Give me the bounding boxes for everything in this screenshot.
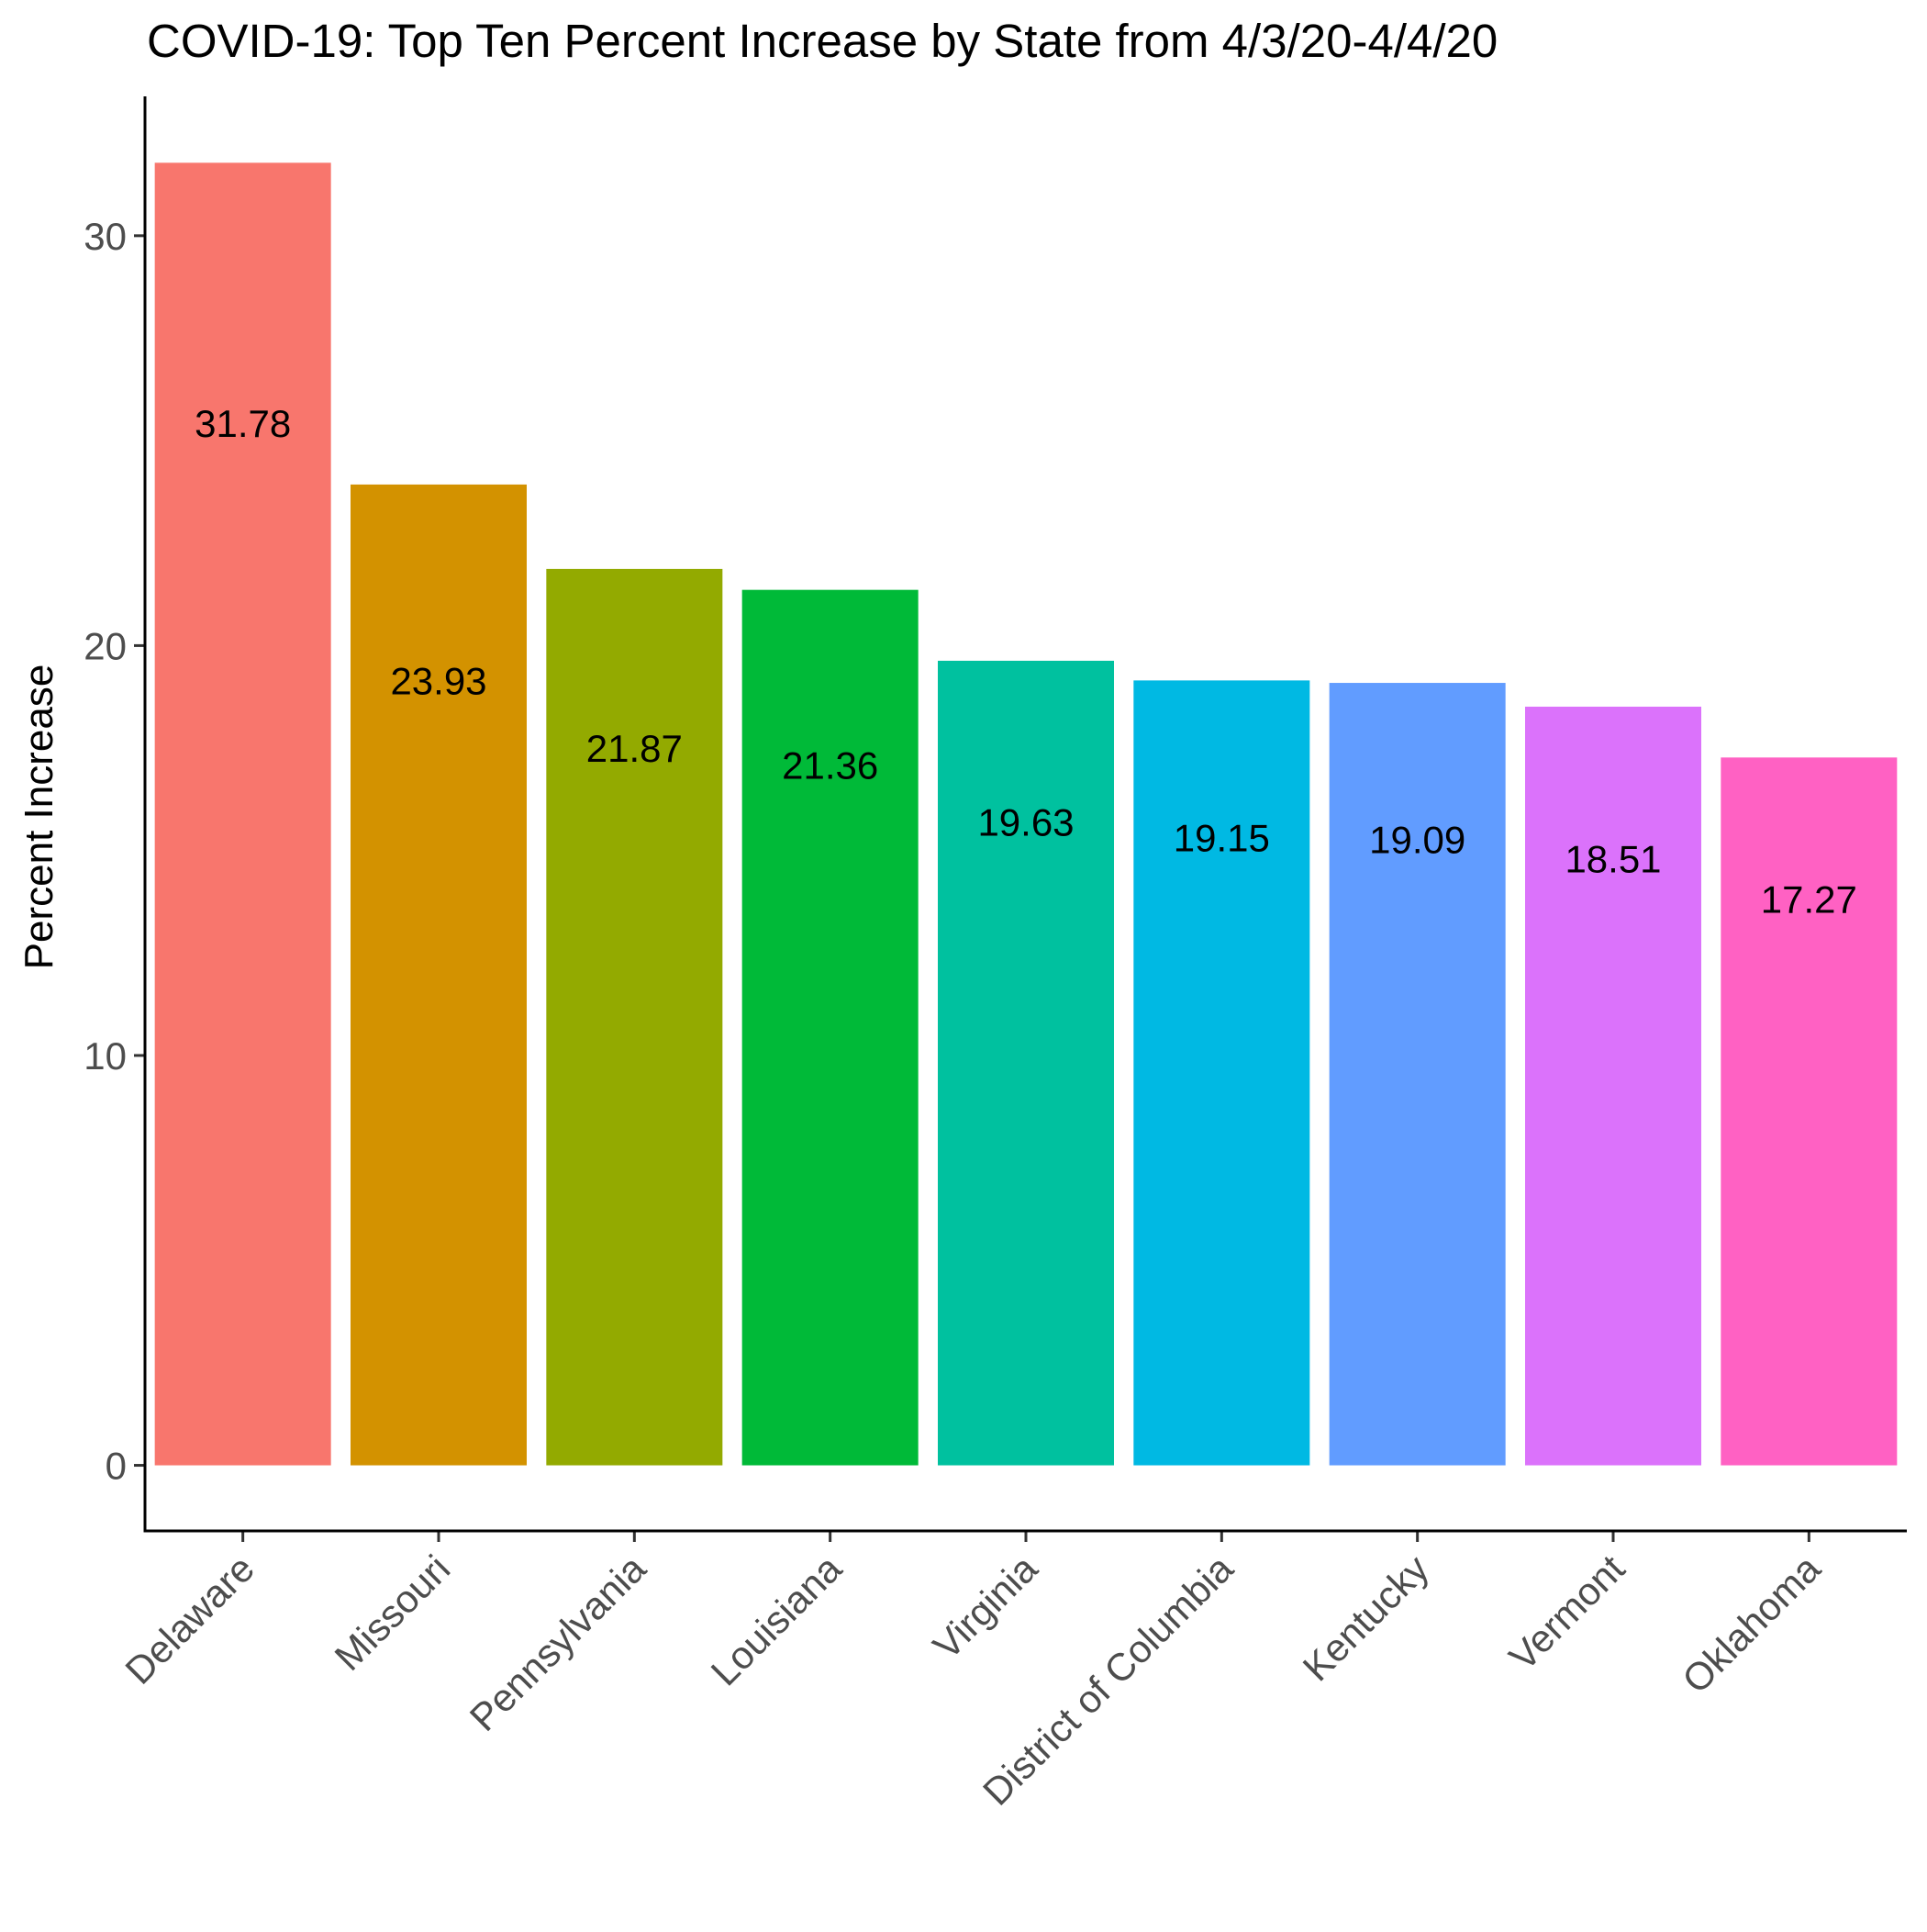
y-tick-label: 30 [84,215,127,258]
bars-layer [154,162,1898,1466]
bar-oklahoma [1721,757,1898,1466]
x-tick-label-vermont: Vermont [1501,1547,1633,1679]
value-label-virginia: 19.63 [977,800,1074,843]
value-label-missouri: 23.93 [390,660,486,703]
x-tick-label-virginia: Virginia [925,1547,1046,1668]
x-tick-label-louisiana: Louisiana [703,1547,851,1694]
bar-virginia [938,660,1114,1466]
bar-kentucky [1329,683,1506,1466]
bar-vermont [1525,706,1701,1466]
x-tick-label-pennsylvania: Pennsylvania [462,1547,654,1739]
y-axis-label: Percent Increase [17,664,61,970]
x-tick-label-oklahoma: Oklahoma [1674,1547,1829,1702]
value-label-vermont: 18.51 [1565,837,1661,880]
y-tick-label: 10 [84,1034,127,1078]
value-labels-layer: 31.78 23.93 21.87 21.36 19.63 19.15 19.09 18.51… [195,402,1857,921]
bar-district-of-columbia [1133,680,1310,1466]
value-label-oklahoma: 17.27 [1761,878,1857,921]
bar-louisiana [741,589,919,1466]
bar-pennsylvania [546,568,723,1466]
x-tick-label-delaware: Delaware [117,1547,262,1692]
y-tick-label: 0 [106,1445,127,1488]
bar-missouri [351,484,527,1466]
value-label-delaware: 31.78 [195,402,291,445]
chart-title: COVID-19: Top Ten Percent Increase by St… [147,15,1498,67]
bar-delaware [154,162,331,1466]
value-label-district-of-columbia: 19.15 [1174,816,1270,859]
x-tick-label-kentucky: Kentucky [1295,1547,1437,1689]
value-label-louisiana: 21.36 [782,743,878,787]
x-tick-label-missouri: Missouri [327,1547,459,1679]
y-tick-label: 20 [84,624,127,667]
value-label-kentucky: 19.09 [1369,819,1465,862]
value-label-pennsylvania: 21.87 [586,727,683,770]
